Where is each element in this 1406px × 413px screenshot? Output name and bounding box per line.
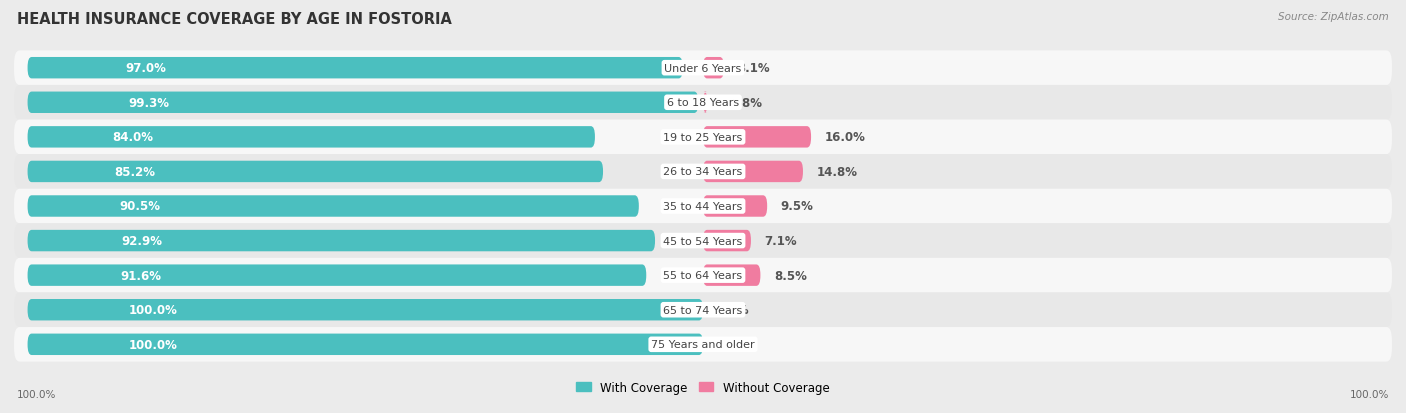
FancyBboxPatch shape bbox=[14, 120, 1392, 155]
FancyBboxPatch shape bbox=[14, 327, 1392, 362]
FancyBboxPatch shape bbox=[28, 299, 703, 320]
FancyBboxPatch shape bbox=[14, 258, 1392, 293]
Text: 100.0%: 100.0% bbox=[17, 389, 56, 399]
Text: 92.9%: 92.9% bbox=[122, 235, 163, 247]
Text: 9.5%: 9.5% bbox=[780, 200, 814, 213]
Text: 84.0%: 84.0% bbox=[112, 131, 153, 144]
Text: 19 to 25 Years: 19 to 25 Years bbox=[664, 133, 742, 142]
Text: 6 to 18 Years: 6 to 18 Years bbox=[666, 98, 740, 108]
FancyBboxPatch shape bbox=[703, 127, 811, 148]
FancyBboxPatch shape bbox=[28, 58, 683, 79]
Text: 85.2%: 85.2% bbox=[114, 166, 155, 178]
FancyBboxPatch shape bbox=[28, 93, 699, 114]
Text: 0.0%: 0.0% bbox=[717, 338, 749, 351]
FancyBboxPatch shape bbox=[28, 230, 655, 252]
Text: 91.6%: 91.6% bbox=[121, 269, 162, 282]
FancyBboxPatch shape bbox=[14, 224, 1392, 258]
FancyBboxPatch shape bbox=[703, 265, 761, 286]
Text: 3.1%: 3.1% bbox=[738, 62, 770, 75]
FancyBboxPatch shape bbox=[703, 230, 751, 252]
FancyBboxPatch shape bbox=[14, 51, 1392, 86]
Text: 90.5%: 90.5% bbox=[120, 200, 160, 213]
Text: 55 to 64 Years: 55 to 64 Years bbox=[664, 271, 742, 280]
Text: 100.0%: 100.0% bbox=[129, 338, 177, 351]
FancyBboxPatch shape bbox=[14, 86, 1392, 120]
Text: 100.0%: 100.0% bbox=[129, 304, 177, 316]
FancyBboxPatch shape bbox=[28, 127, 595, 148]
Text: 45 to 54 Years: 45 to 54 Years bbox=[664, 236, 742, 246]
FancyBboxPatch shape bbox=[703, 196, 768, 217]
Text: 65 to 74 Years: 65 to 74 Years bbox=[664, 305, 742, 315]
FancyBboxPatch shape bbox=[703, 161, 803, 183]
Text: 14.8%: 14.8% bbox=[817, 166, 858, 178]
FancyBboxPatch shape bbox=[14, 189, 1392, 224]
Text: 8.5%: 8.5% bbox=[773, 269, 807, 282]
FancyBboxPatch shape bbox=[14, 155, 1392, 189]
FancyBboxPatch shape bbox=[28, 161, 603, 183]
Text: 26 to 34 Years: 26 to 34 Years bbox=[664, 167, 742, 177]
Text: HEALTH INSURANCE COVERAGE BY AGE IN FOSTORIA: HEALTH INSURANCE COVERAGE BY AGE IN FOST… bbox=[17, 12, 451, 27]
FancyBboxPatch shape bbox=[28, 196, 638, 217]
Text: 100.0%: 100.0% bbox=[1350, 389, 1389, 399]
Text: 75 Years and older: 75 Years and older bbox=[651, 339, 755, 349]
Text: Under 6 Years: Under 6 Years bbox=[665, 64, 741, 74]
Text: 16.0%: 16.0% bbox=[824, 131, 866, 144]
Text: 99.3%: 99.3% bbox=[128, 97, 169, 109]
Text: 7.1%: 7.1% bbox=[765, 235, 797, 247]
Text: 97.0%: 97.0% bbox=[127, 62, 167, 75]
Text: 35 to 44 Years: 35 to 44 Years bbox=[664, 202, 742, 211]
FancyBboxPatch shape bbox=[28, 265, 647, 286]
Text: Source: ZipAtlas.com: Source: ZipAtlas.com bbox=[1278, 12, 1389, 22]
Text: 0.0%: 0.0% bbox=[717, 304, 749, 316]
Legend: With Coverage, Without Coverage: With Coverage, Without Coverage bbox=[572, 376, 834, 399]
FancyBboxPatch shape bbox=[703, 58, 724, 79]
FancyBboxPatch shape bbox=[703, 93, 707, 114]
FancyBboxPatch shape bbox=[28, 334, 703, 355]
Text: 0.68%: 0.68% bbox=[721, 97, 762, 109]
FancyBboxPatch shape bbox=[14, 293, 1392, 327]
